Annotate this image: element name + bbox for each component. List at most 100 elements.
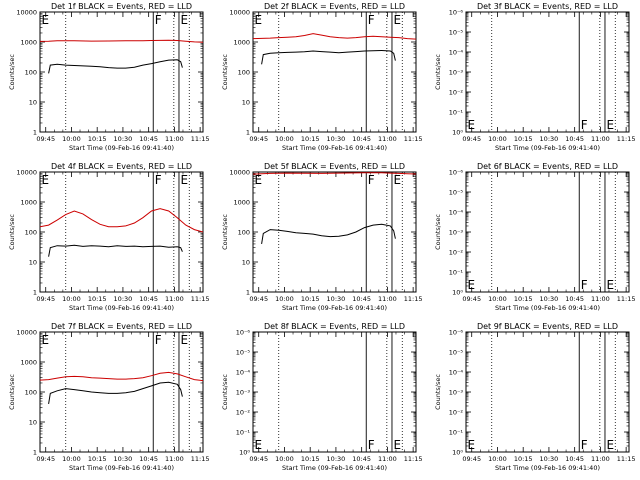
y-tick-label: 10⁻⁶ [449, 329, 464, 337]
y-tick-label: 10⁻⁴ [449, 369, 464, 377]
x-tick-label: 10:45 [565, 455, 584, 463]
panel-det-3: Det 3f BLACK = Events, RED = LLD 10⁰ 10⁻¹ 1… [434, 2, 636, 152]
panel-det-6: Det 6f BLACK = Events, RED = LLD 10⁰ 10⁻¹ 1… [434, 162, 636, 312]
x-tick-label: 11:15 [191, 455, 210, 463]
x-tick-label: 10:00 [62, 295, 81, 303]
marker-f: F [368, 438, 375, 452]
x-tick-label: 10:45 [139, 135, 158, 143]
x-tick-label: 11:15 [617, 135, 636, 143]
events-series-line [261, 49, 396, 65]
y-axis-label: Counts/sec [8, 374, 16, 410]
y-axis-label: Counts/sec [8, 54, 16, 90]
panel-det-9: Det 9f BLACK = Events, RED = LLD 10⁰ 10⁻¹ 1… [434, 322, 636, 472]
y-tick-label: 10⁻⁵ [236, 349, 251, 357]
x-tick-label: 10:30 [327, 295, 346, 303]
y-tick-label: 100 [238, 69, 250, 77]
y-tick-label: 10 [29, 259, 37, 267]
marker-f: F [368, 173, 375, 187]
x-tick-label: 10:00 [488, 135, 507, 143]
marker-f: F [581, 118, 588, 132]
x-tick-label: 11:15 [404, 135, 423, 143]
x-tick-label: 10:30 [327, 455, 346, 463]
x-tick-label: 09:45 [249, 295, 268, 303]
x-tick-label: 10:45 [352, 455, 371, 463]
y-tick-label: 10⁻¹ [449, 269, 464, 277]
y-tick-label: 10⁻³ [449, 389, 464, 397]
x-tick-label: 09:45 [249, 455, 268, 463]
y-tick-label: 1000 [233, 199, 250, 207]
x-tick-label: 11:00 [591, 295, 610, 303]
y-tick-label: 1 [246, 129, 250, 137]
panel-det-4: Det 4f BLACK = Events, RED = LLD 1 10 100 10… [8, 162, 210, 312]
panel-title: Det 9f BLACK = Events, RED = LLD [477, 322, 618, 331]
x-tick-label: 09:45 [462, 295, 481, 303]
marker-f: F [581, 438, 588, 452]
x-tick-label: 10:30 [114, 135, 133, 143]
marker-e: E [255, 438, 263, 452]
panel-det-5: Det 5f BLACK = Events, RED = LLD 1 10 100 10… [221, 162, 423, 312]
y-tick-label: 10⁻³ [236, 389, 251, 397]
y-axis-label: Counts/sec [434, 214, 442, 250]
x-tick-label: 10:00 [275, 295, 294, 303]
y-tick-label: 1000 [20, 39, 37, 47]
marker-f: F [581, 278, 588, 292]
marker-e: E [468, 118, 476, 132]
y-tick-label: 10⁻⁶ [449, 9, 464, 17]
x-axis-label: Start Time (09-Feb-16 09:41:40) [69, 304, 174, 312]
x-tick-label: 10:15 [301, 295, 320, 303]
lld-series-line [40, 39, 203, 43]
events-series-line [48, 244, 183, 257]
y-tick-label: 10⁻³ [449, 229, 464, 237]
y-tick-label: 1 [246, 289, 250, 297]
x-tick-label: 10:00 [275, 135, 294, 143]
x-tick-label: 11:00 [165, 135, 184, 143]
x-tick-label: 10:30 [540, 135, 559, 143]
x-tick-label: 10:30 [540, 455, 559, 463]
x-tick-label: 10:15 [514, 455, 533, 463]
x-tick-label: 10:00 [62, 455, 81, 463]
x-tick-label: 09:45 [36, 135, 55, 143]
lld-series-line [253, 33, 416, 40]
x-tick-label: 10:15 [514, 135, 533, 143]
y-tick-label: 10 [29, 99, 37, 107]
x-tick-label: 11:15 [404, 455, 423, 463]
marker-e: E [606, 278, 614, 292]
x-tick-label: 09:45 [36, 295, 55, 303]
marker-f: F [368, 13, 375, 27]
y-tick-label: 10⁻⁴ [449, 209, 464, 217]
x-tick-label: 09:45 [462, 135, 481, 143]
panel-title: Det 1f BLACK = Events, RED = LLD [51, 2, 192, 11]
marker-f: F [155, 13, 162, 27]
marker-e: E [42, 333, 50, 347]
x-tick-label: 10:45 [139, 295, 158, 303]
x-axis-label: Start Time (09-Feb-16 09:41:40) [69, 464, 174, 472]
y-tick-label: 10000 [229, 169, 250, 177]
x-tick-label: 11:00 [378, 295, 397, 303]
x-tick-label: 11:00 [165, 455, 184, 463]
lld-series-line [40, 208, 203, 233]
x-tick-label: 11:00 [165, 295, 184, 303]
marker-e: E [606, 118, 614, 132]
panel-det-8: Det 8f BLACK = Events, RED = LLD 10⁰ 10⁻¹ 1… [221, 322, 423, 472]
x-tick-label: 10:15 [88, 135, 107, 143]
lld-series-line [253, 172, 416, 175]
y-tick-label: 1000 [20, 359, 37, 367]
x-tick-label: 11:15 [191, 295, 210, 303]
marker-e: E [42, 173, 50, 187]
marker-e: E [255, 173, 263, 187]
marker-e: E [42, 13, 50, 27]
marker-f: F [155, 173, 162, 187]
y-tick-label: 10⁻² [449, 249, 464, 257]
panel-title: Det 8f BLACK = Events, RED = LLD [264, 322, 405, 331]
x-tick-label: 09:45 [36, 455, 55, 463]
y-tick-label: 10000 [16, 169, 37, 177]
x-tick-label: 10:45 [565, 295, 584, 303]
y-axis-label: Counts/sec [8, 214, 16, 250]
y-tick-label: 10⁻⁴ [236, 369, 251, 377]
events-series-line [48, 381, 183, 404]
x-tick-label: 10:00 [62, 135, 81, 143]
x-tick-label: 10:30 [327, 135, 346, 143]
y-tick-label: 10 [29, 419, 37, 427]
x-tick-label: 11:15 [191, 135, 210, 143]
